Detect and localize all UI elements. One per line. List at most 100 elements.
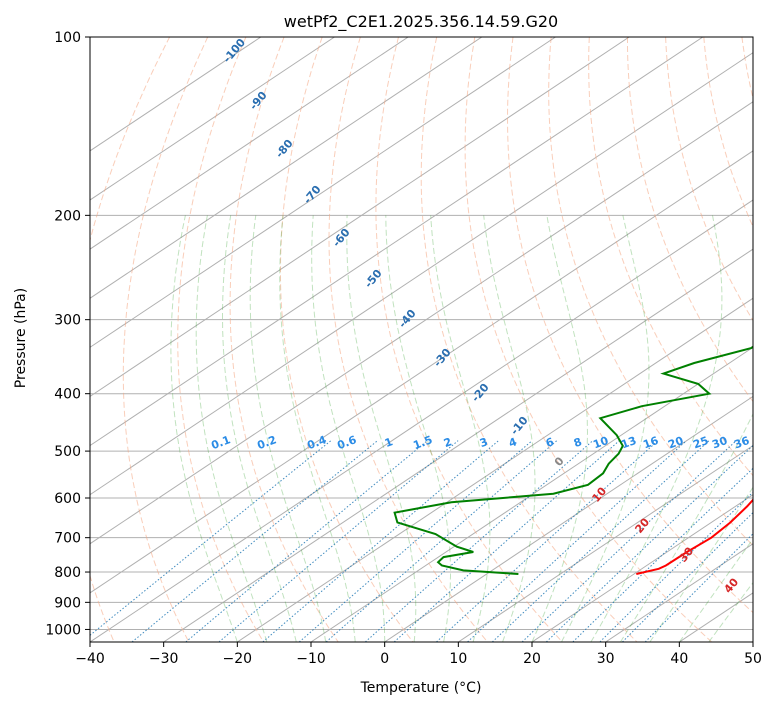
plot-frame bbox=[89, 36, 754, 643]
isotherm-line bbox=[90, 101, 753, 545]
moist-adiabat bbox=[279, 215, 356, 642]
axis-ticks: −40 −30 −20 −10 0 10 20 30 40 5010020030040050060… bbox=[45, 30, 762, 667]
mixing-ratio-label: 1.5 bbox=[411, 433, 434, 452]
moist-adiabat bbox=[385, 215, 451, 642]
y-tick-label: 500 bbox=[54, 444, 81, 460]
x-axis-label: Temperature (°C) bbox=[360, 680, 482, 696]
dry-adiabat-label: 20 bbox=[632, 515, 652, 535]
background-lines bbox=[90, 37, 753, 642]
isotherm-line bbox=[163, 248, 753, 642]
dry-adiabat bbox=[328, 37, 488, 642]
y-tick-label: 900 bbox=[54, 595, 81, 611]
x-tick-label: −20 bbox=[223, 651, 253, 667]
mixing-ratio-line bbox=[545, 444, 753, 642]
dry-adiabat bbox=[420, 37, 638, 642]
isotherm-line bbox=[90, 37, 409, 250]
mixing-ratio-line bbox=[521, 440, 737, 642]
isotherm-line bbox=[90, 150, 753, 594]
moist-adiabat bbox=[311, 215, 386, 642]
y-tick-label: 1000 bbox=[45, 622, 81, 638]
isotherm-line bbox=[90, 52, 753, 496]
dry-adiabat-label: -80 bbox=[273, 137, 296, 161]
x-tick-label: 50 bbox=[744, 651, 762, 667]
x-tick-label: 40 bbox=[670, 651, 688, 667]
mixing-ratio-line bbox=[393, 440, 620, 642]
x-tick-label: 20 bbox=[523, 651, 541, 667]
mixing-ratio-line bbox=[436, 440, 659, 642]
isotherm-line bbox=[458, 444, 753, 642]
moist-adiabat bbox=[590, 215, 723, 642]
temperature-line bbox=[636, 498, 753, 575]
mixing-ratio-label: 0.1 bbox=[209, 433, 232, 452]
mixing-ratio-line bbox=[325, 440, 558, 642]
moist-adiabat bbox=[531, 215, 589, 642]
y-tick-label: 700 bbox=[54, 531, 81, 547]
mixing-ratio-label: 16 bbox=[641, 434, 660, 452]
moist-adiabat bbox=[170, 215, 238, 642]
mixing-ratio-line bbox=[185, 440, 428, 642]
mixing-ratio-label: 1 bbox=[383, 435, 395, 450]
moist-adiabat bbox=[649, 486, 753, 642]
mixing-ratio-label: 0.4 bbox=[305, 433, 328, 452]
isotherm-line bbox=[90, 37, 483, 299]
y-tick-label: 100 bbox=[54, 30, 81, 46]
mixing-ratio-label: 13 bbox=[619, 434, 638, 451]
mixing-ratio-line bbox=[90, 440, 332, 636]
moist-adiabat bbox=[346, 215, 417, 642]
isotherm-line bbox=[90, 37, 262, 152]
moist-adiabat bbox=[708, 581, 753, 642]
mixing-ratio-label: 2 bbox=[442, 435, 454, 450]
inline-labels: -100-90-80-70-60-50-40-30-20-10010203040… bbox=[209, 36, 751, 596]
mixing-ratio-line bbox=[644, 533, 753, 642]
mixing-ratio-label: 8 bbox=[572, 435, 584, 450]
dry-adiabat bbox=[627, 37, 753, 403]
mixing-ratio-label: 30 bbox=[710, 434, 729, 452]
mixing-ratio-label: 4 bbox=[507, 435, 519, 450]
dry-adiabat bbox=[375, 37, 563, 642]
x-tick-label: −10 bbox=[296, 651, 326, 667]
dry-adiabat bbox=[464, 37, 713, 642]
mixing-ratio-line bbox=[491, 440, 710, 642]
isotherm-line bbox=[531, 494, 753, 642]
dry-adiabat bbox=[229, 37, 339, 642]
isotherm-line bbox=[310, 346, 753, 642]
dry-adiabat bbox=[665, 37, 753, 322]
y-tick-label: 300 bbox=[54, 313, 81, 329]
isotherm-line bbox=[90, 199, 753, 642]
y-tick-label: 800 bbox=[54, 565, 81, 581]
mixing-ratio-label: 10 bbox=[591, 434, 610, 452]
moist-adiabat bbox=[195, 215, 268, 642]
moist-adiabat bbox=[619, 412, 753, 642]
dry-adiabat-label: 0 bbox=[552, 454, 567, 468]
dry-adiabat bbox=[741, 37, 753, 101]
y-axis-label: Pressure (hPa) bbox=[13, 288, 29, 388]
mixing-ratio-line bbox=[262, 440, 499, 642]
isotherm-line bbox=[90, 37, 704, 447]
mixing-ratio-line bbox=[218, 440, 459, 642]
isotherm-line bbox=[90, 37, 556, 348]
dry-adiabat bbox=[703, 37, 753, 228]
dry-adiabat bbox=[506, 37, 753, 614]
mixing-ratio-line bbox=[599, 491, 753, 642]
dry-adiabat-label: -70 bbox=[301, 183, 324, 207]
moist-adiabat bbox=[222, 215, 297, 642]
x-tick-label: 30 bbox=[597, 651, 615, 667]
isotherm-line bbox=[90, 37, 630, 398]
mixing-ratio-label: 20 bbox=[666, 434, 685, 452]
dry-adiabat-label: 10 bbox=[589, 484, 609, 504]
dry-adiabat bbox=[122, 37, 209, 642]
dry-adiabat-label: -20 bbox=[469, 381, 492, 405]
dewpoint-line bbox=[393, 345, 753, 575]
moist-adiabat bbox=[561, 215, 650, 642]
dry-adiabat bbox=[90, 37, 171, 642]
x-tick-label: −30 bbox=[149, 651, 179, 667]
isotherm-line bbox=[90, 37, 335, 201]
mixing-ratio-line bbox=[467, 440, 687, 642]
dry-adiabat bbox=[280, 37, 414, 642]
isotherm-line bbox=[752, 641, 753, 642]
moist-adiabat bbox=[430, 215, 491, 642]
mixing-ratio-line bbox=[572, 467, 753, 642]
mixing-ratio-label: 3 bbox=[478, 435, 490, 450]
mixing-ratio-line bbox=[364, 440, 594, 642]
